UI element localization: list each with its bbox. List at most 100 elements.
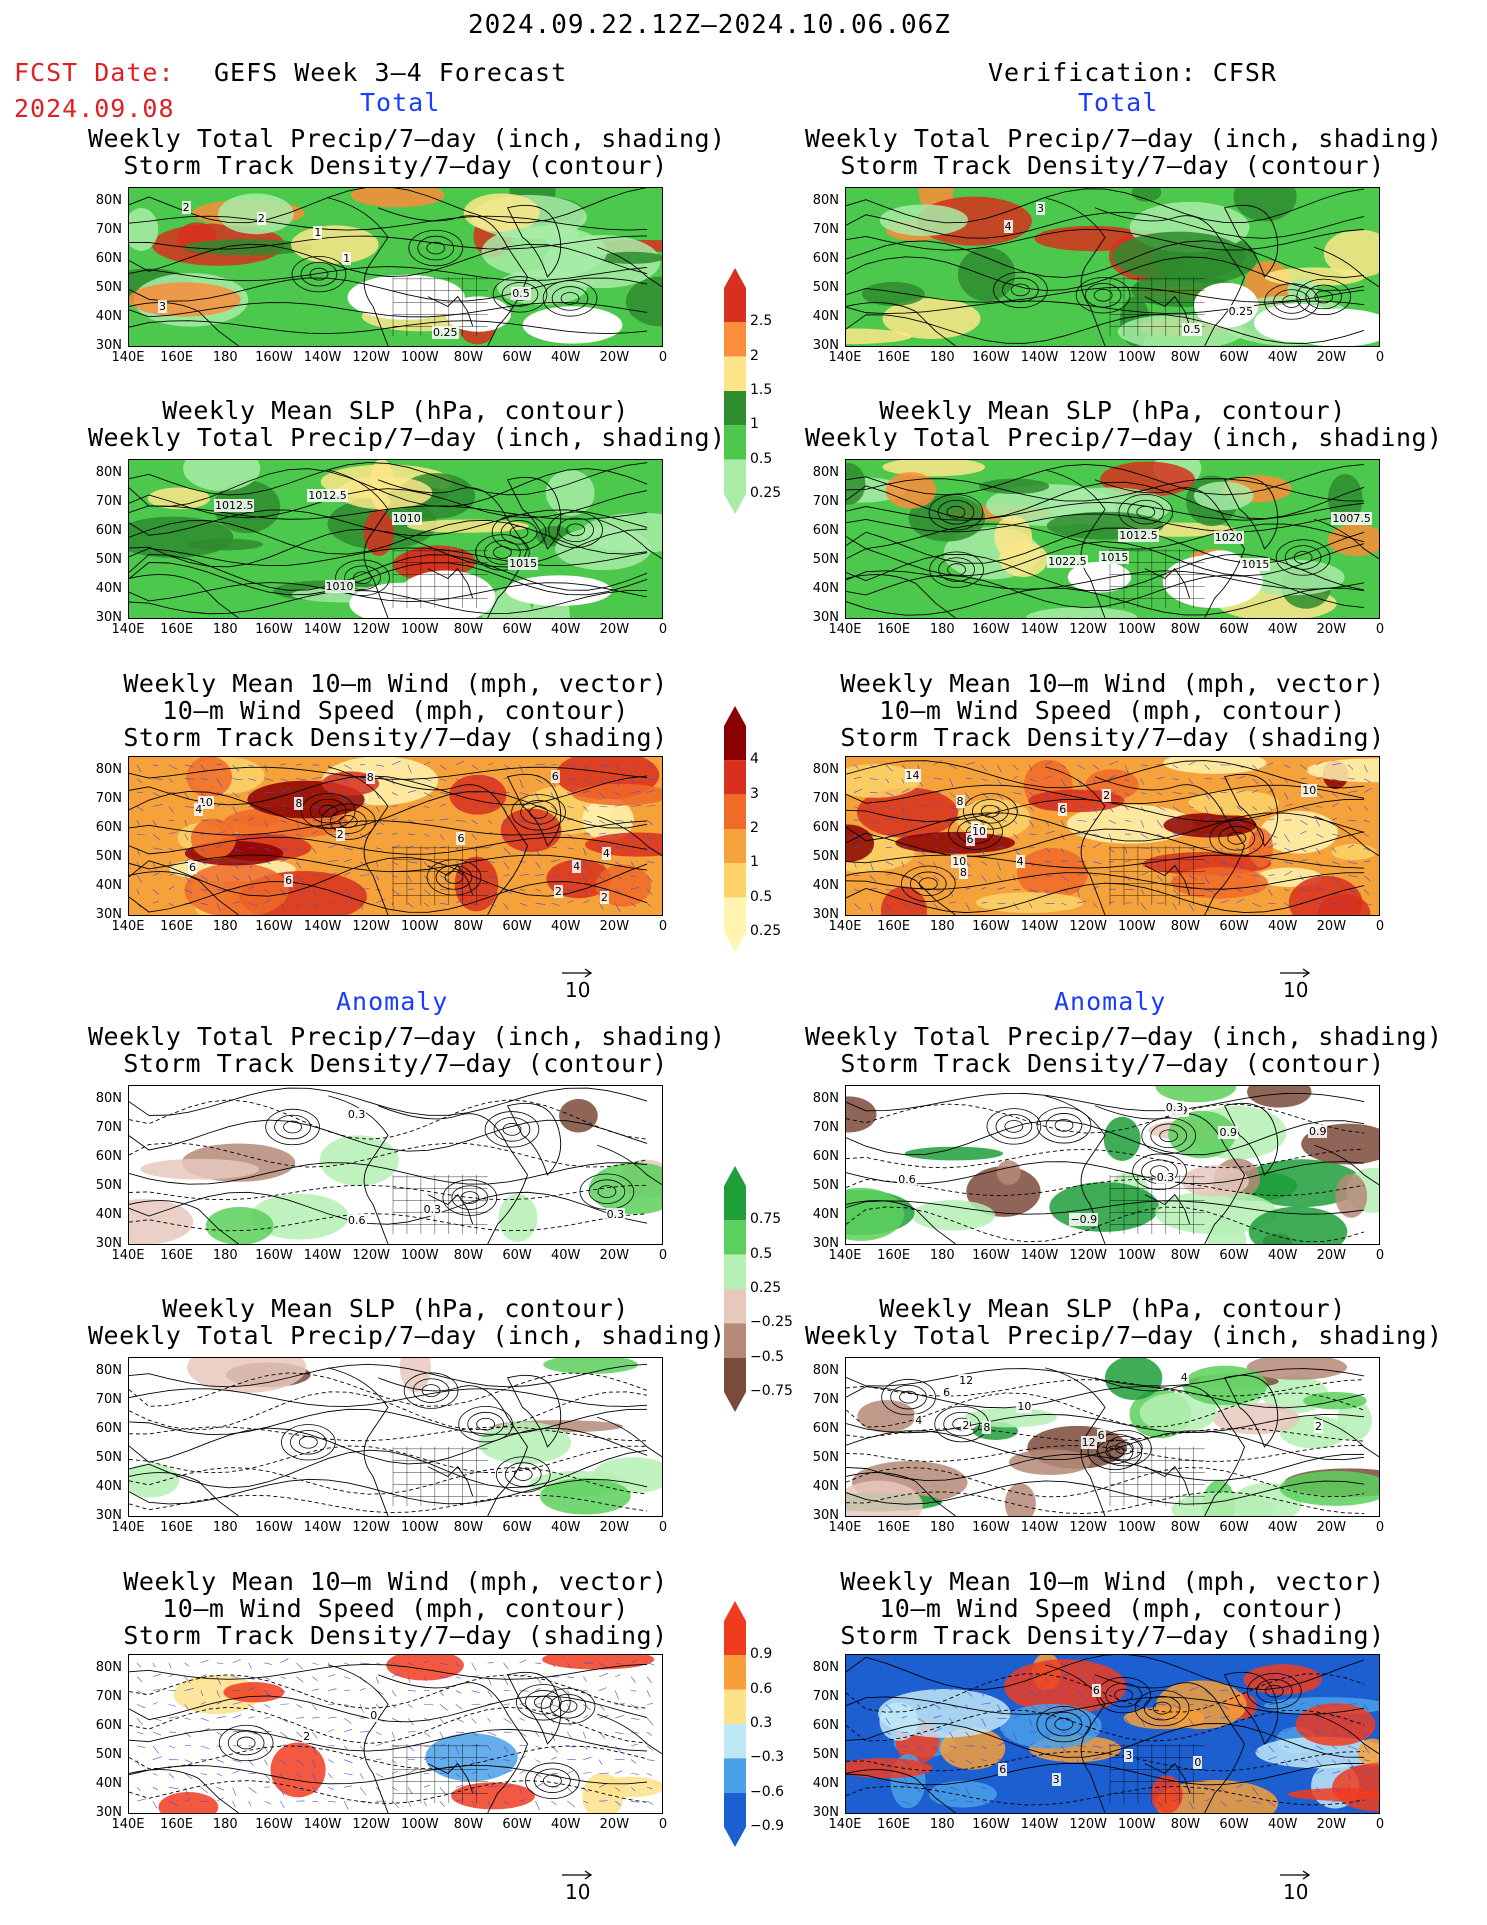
verification-row5-lon-label: 140W (1020, 1520, 1059, 1535)
forecast-row1-lat-label: 80N (95, 193, 122, 208)
forecast-row3-lat-label: 80N (95, 762, 122, 777)
verification-row1-contour-label: 0.25 (1227, 304, 1255, 318)
colorbar-precip_anom-label: −0.5 (750, 1348, 784, 1365)
verification-row5-contour-label: 6 (942, 1385, 952, 1399)
verification-row6-lon-label: 160W (972, 1817, 1010, 1832)
verification-row2-lat-label: 60N (812, 523, 839, 538)
verification-row4-lat-label: 30N (812, 1236, 839, 1251)
forecast-row3-contour-label: 4 (194, 802, 204, 816)
forecast-row2-lon-label: 0 (658, 622, 668, 637)
forecast-row1-lon-label: 140W (303, 350, 342, 365)
forecast-row6-lat-label: 70N (95, 1689, 122, 1704)
forecast-row3-lon-label: 120W (352, 919, 390, 934)
forecast-row3-contour-label: 2 (599, 890, 609, 904)
verification-row2-lat-label: 40N (812, 581, 839, 596)
verification-row1-lon-label: 120W (1069, 350, 1107, 365)
verification-row2-lon-label: 20W (1316, 622, 1347, 637)
verification-row3-lat-label: 30N (812, 907, 839, 922)
verification-row1-contour-label: 0.5 (1182, 323, 1202, 337)
colorbar-precip_total (722, 268, 748, 518)
section-total-left: Total (360, 88, 441, 117)
forecast-row2-lat-label: 50N (95, 552, 122, 567)
forecast-row1-lon-label: 0 (658, 350, 668, 365)
forecast-row6-title-line3: Storm Track Density/7–day (shading) (123, 1621, 668, 1650)
forecast-row4-lon-label: 160E (160, 1248, 194, 1263)
colorbar-storm_total-label: 3 (750, 785, 759, 802)
forecast-row1-lon-label: 100W (400, 350, 439, 365)
forecast-row5-lon-label: 0 (658, 1520, 668, 1535)
forecast-row2-lat-label: 40N (95, 581, 122, 596)
verification-row5-contour-label: 12 (958, 1374, 975, 1388)
forecast-row4-title-line1: Weekly Total Precip/7–day (inch, shading… (88, 1022, 726, 1051)
verification-row2-lon-label: 120W (1069, 622, 1107, 637)
forecast-row6-contour-label: 0 (369, 1708, 379, 1722)
verification-row1-lat-label: 40N (812, 309, 839, 324)
verification-row3-contour-label: 14 (904, 768, 921, 782)
verification-row3-map (845, 756, 1380, 916)
forecast-row1-lat-label: 30N (95, 338, 122, 353)
forecast-row6-lon-label: 20W (599, 1817, 630, 1832)
forecast-row4-lon-label: 160W (255, 1248, 293, 1263)
forecast-row5-lon-label: 20W (599, 1520, 630, 1535)
colorbar-precip_total-label: 2 (750, 347, 759, 364)
forecast-row4-lon-label: 140W (303, 1248, 342, 1263)
forecast-row6-lon-label: 40W (551, 1817, 581, 1832)
forecast-row2-title-line2: Weekly Total Precip/7–day (inch, shading… (88, 423, 726, 452)
verification-row5-contour-label: 4 (914, 1413, 924, 1427)
colorbar-precip_anom (722, 1166, 748, 1416)
verification-row5-contour-label: 12 (1080, 1436, 1097, 1450)
forecast-row2-lon-label: 140E (111, 622, 145, 637)
verification-row6-title-line2: 10–m Wind Speed (mph, contour) (879, 1594, 1346, 1623)
verification-row2-lon-label: 160W (972, 622, 1010, 637)
forecast-row2-map (128, 459, 663, 619)
colorbar-storm_anom-label: −0.3 (750, 1749, 784, 1766)
forecast-row3-lon-label: 80W (453, 919, 484, 934)
forecast-row5-lon-label: 160E (160, 1520, 194, 1535)
verification-row6-map (845, 1654, 1380, 1814)
vector-ref-label-left-anom: 10 (565, 1880, 591, 1904)
forecast-title: GEFS Week 3–4 Forecast (214, 58, 568, 87)
verification-row5-lat-label: 70N (812, 1392, 839, 1407)
verification-row5-title-line2: Weekly Total Precip/7–day (inch, shading… (805, 1321, 1443, 1350)
verification-row3-title-line3: Storm Track Density/7–day (shading) (840, 723, 1385, 752)
verification-row3-lat-label: 80N (812, 762, 839, 777)
verification-row4-lon-label: 40W (1268, 1248, 1298, 1263)
forecast-row5-lon-label: 60W (502, 1520, 532, 1535)
verification-row3-contour-label: 8 (955, 795, 965, 809)
verification-row5-lon-label: 20W (1316, 1520, 1347, 1535)
verification-row6-contour-label: 6 (998, 1763, 1008, 1777)
verification-row1-lon-label: 0 (1375, 350, 1385, 365)
forecast-row4-lon-label: 20W (599, 1248, 630, 1263)
forecast-row1-contour-label: 2 (181, 201, 191, 215)
fcst-date: 2024.09.08 (14, 94, 175, 123)
forecast-row3-map (128, 756, 663, 916)
verification-row3-lon-label: 100W (1117, 919, 1156, 934)
forecast-row2-contour-label: 1015 (508, 557, 539, 571)
verification-row2-title-line2: Weekly Total Precip/7–day (inch, shading… (805, 423, 1443, 452)
forecast-row3-lon-label: 0 (658, 919, 668, 934)
verification-row2-lat-label: 70N (812, 494, 839, 509)
verification-row4-lon-label: 20W (1316, 1248, 1347, 1263)
verification-row3-lon-label: 120W (1069, 919, 1107, 934)
verification-row1-title-line1: Weekly Total Precip/7–day (inch, shading… (805, 124, 1443, 153)
forecast-row1-lon-label: 60W (502, 350, 532, 365)
forecast-row3-lon-label: 140W (303, 919, 342, 934)
verification-row5-contour-label: 6 (1096, 1429, 1106, 1443)
verification-row4-title-line1: Weekly Total Precip/7–day (inch, shading… (805, 1022, 1443, 1051)
forecast-row5-lon-label: 80W (453, 1520, 484, 1535)
verification-row5-lon-label: 0 (1375, 1520, 1385, 1535)
forecast-row6-lat-label: 30N (95, 1805, 122, 1820)
verification-row4-map (845, 1085, 1380, 1245)
period-title: 2024.09.22.12Z–2024.10.06.06Z (468, 10, 951, 40)
verification-row2-lon-label: 140W (1020, 622, 1059, 637)
verification-row2-lat-label: 50N (812, 552, 839, 567)
verification-row3-lon-label: 160E (877, 919, 911, 934)
forecast-row5-lon-label: 160W (255, 1520, 293, 1535)
forecast-row6-lon-label: 180 (212, 1817, 238, 1832)
verification-row4-lon-label: 180 (929, 1248, 955, 1263)
forecast-row1-contour-label: 1 (342, 252, 352, 266)
verification-row4-lon-label: 160W (972, 1248, 1010, 1263)
forecast-row5-lon-label: 140W (303, 1520, 342, 1535)
forecast-row4-lat-label: 60N (95, 1149, 122, 1164)
verification-row1-lon-label: 100W (1117, 350, 1156, 365)
